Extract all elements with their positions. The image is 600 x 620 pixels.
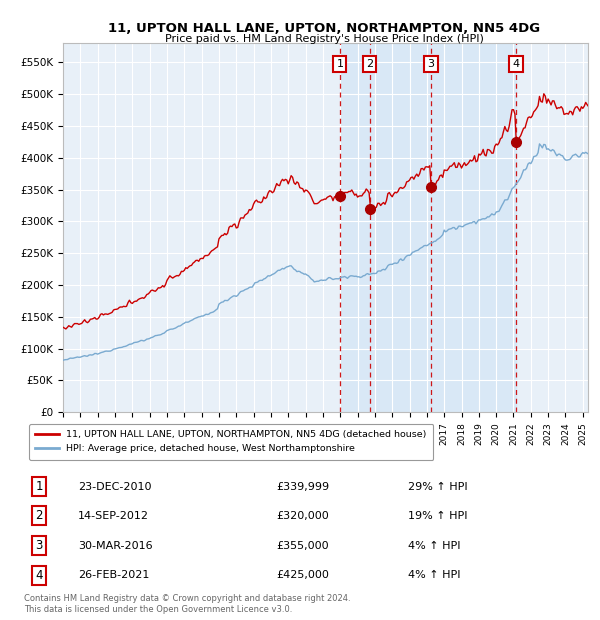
Text: 2: 2 bbox=[366, 59, 373, 69]
Text: £425,000: £425,000 bbox=[276, 570, 329, 580]
Text: 29% ↑ HPI: 29% ↑ HPI bbox=[408, 482, 467, 492]
Text: 30-MAR-2016: 30-MAR-2016 bbox=[78, 541, 152, 551]
Text: £320,000: £320,000 bbox=[276, 511, 329, 521]
Text: Contains HM Land Registry data © Crown copyright and database right 2024.
This d: Contains HM Land Registry data © Crown c… bbox=[24, 595, 350, 614]
Text: 23-DEC-2010: 23-DEC-2010 bbox=[78, 482, 151, 492]
Text: Price paid vs. HM Land Registry's House Price Index (HPI): Price paid vs. HM Land Registry's House … bbox=[164, 34, 484, 44]
Text: £355,000: £355,000 bbox=[276, 541, 329, 551]
Text: £339,999: £339,999 bbox=[276, 482, 329, 492]
Text: 14-SEP-2012: 14-SEP-2012 bbox=[78, 511, 149, 521]
Text: 19% ↑ HPI: 19% ↑ HPI bbox=[408, 511, 467, 521]
Text: 2: 2 bbox=[35, 510, 43, 522]
Text: 1: 1 bbox=[35, 480, 43, 493]
Text: 4: 4 bbox=[512, 59, 520, 69]
Text: 4% ↑ HPI: 4% ↑ HPI bbox=[408, 541, 461, 551]
Text: 4% ↑ HPI: 4% ↑ HPI bbox=[408, 570, 461, 580]
Text: 26-FEB-2021: 26-FEB-2021 bbox=[78, 570, 149, 580]
Legend: 11, UPTON HALL LANE, UPTON, NORTHAMPTON, NN5 4DG (detached house), HPI: Average : 11, UPTON HALL LANE, UPTON, NORTHAMPTON,… bbox=[29, 424, 433, 459]
Text: 4: 4 bbox=[35, 569, 43, 582]
Text: 3: 3 bbox=[428, 59, 434, 69]
Bar bbox=[340, 43, 516, 412]
Text: 11, UPTON HALL LANE, UPTON, NORTHAMPTON, NN5 4DG: 11, UPTON HALL LANE, UPTON, NORTHAMPTON,… bbox=[108, 22, 540, 35]
Text: 3: 3 bbox=[35, 539, 43, 552]
Text: 1: 1 bbox=[337, 59, 343, 69]
